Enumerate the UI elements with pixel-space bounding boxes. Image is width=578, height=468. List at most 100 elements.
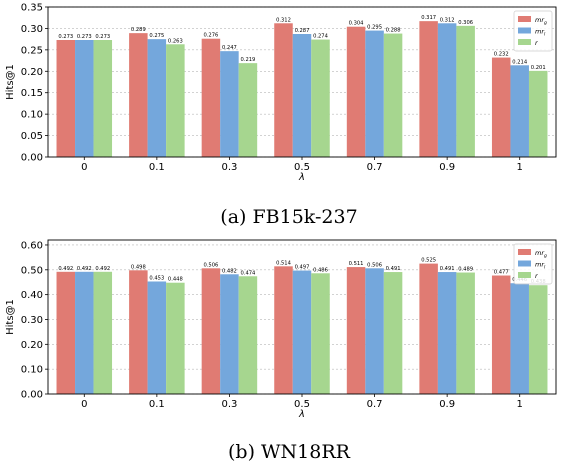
bar-value-label: 0.491 <box>386 266 401 272</box>
legend-swatch <box>518 27 531 34</box>
bar-value-label: 0.448 <box>168 277 183 283</box>
legend-label: r <box>535 39 539 47</box>
x-tick-label: 0.1 <box>149 399 165 410</box>
bar-value-label: 0.275 <box>149 33 164 39</box>
bar-value-label: 0.273 <box>58 34 73 40</box>
bar-value-label: 0.273 <box>95 34 110 40</box>
x-tick-label: 0 <box>81 399 87 410</box>
bar-r <box>383 272 403 394</box>
bar-value-label: 0.312 <box>440 17 455 23</box>
chart-fb15k-237: 0.000.050.100.150.200.250.300.350.273 0.2… <box>5 3 557 183</box>
y-tick-label: 0.50 <box>21 265 43 276</box>
bar-value-label: 0.491 <box>440 266 455 272</box>
x-axis-label: λ <box>298 172 305 183</box>
bar-value-label: 0.514 <box>276 260 292 266</box>
bar-value-label: 0.492 <box>77 266 92 272</box>
x-tick-label: 0.3 <box>221 399 237 410</box>
bar-value-label: 0.263 <box>168 38 183 44</box>
legend-label: mrg <box>535 16 547 26</box>
bar-r <box>238 276 258 394</box>
bar-value-label: 0.295 <box>367 25 382 31</box>
bar-value-label: 0.497 <box>295 265 310 271</box>
bar-value-label: 0.486 <box>313 267 328 273</box>
bar-l <box>75 40 94 157</box>
bar-l <box>292 270 312 394</box>
bar-g <box>419 263 438 394</box>
bar-value-label: 0.482 <box>222 268 237 274</box>
bar-r <box>456 272 475 394</box>
x-tick-label: 0.7 <box>367 399 383 410</box>
bar-value-label: 0.474 <box>241 270 257 276</box>
bar-value-label: 0.214 <box>512 59 528 65</box>
bar-value-label: 0.288 <box>386 28 401 34</box>
bar-value-label: 0.506 <box>203 262 218 268</box>
bar-g <box>419 21 438 158</box>
y-tick-label: 0.10 <box>21 110 43 121</box>
x-tick-label: 1 <box>517 162 523 173</box>
legend-swatch <box>518 39 531 45</box>
bar-value-label: 0.489 <box>458 267 473 273</box>
plot-frame <box>47 6 557 158</box>
bar-r <box>166 44 185 157</box>
plot-frame <box>47 239 557 395</box>
bar-r <box>311 39 330 158</box>
y-axis-label: Hits@1 <box>5 299 16 335</box>
bar-value-label: 0.492 <box>58 266 73 272</box>
bar-r <box>238 63 258 158</box>
x-tick-label: 0.9 <box>439 399 455 410</box>
y-tick-label: 0.10 <box>21 365 43 376</box>
x-tick-label: 0.3 <box>221 162 237 173</box>
bar-g <box>56 40 76 157</box>
bar-value-label: 0.506 <box>367 262 382 268</box>
x-tick-label: 0.5 <box>294 399 310 410</box>
bar-l <box>147 39 167 158</box>
legend-label: mrl <box>535 261 546 271</box>
bar-r <box>528 70 548 157</box>
bar-l <box>75 271 94 394</box>
y-axis-label: Hits@1 <box>5 64 16 100</box>
bar-g <box>201 38 221 157</box>
legend-swatch <box>518 272 531 278</box>
y-tick-label: 0.20 <box>21 340 43 351</box>
bar-l <box>437 272 457 394</box>
bar-g <box>491 275 511 394</box>
x-tick-label: 1 <box>517 399 523 410</box>
bar-value-label: 0.453 <box>149 275 164 281</box>
bar-value-label: 0.247 <box>222 45 237 51</box>
bar-value-label: 0.525 <box>421 258 436 264</box>
bar-g <box>274 23 293 157</box>
bar-r <box>456 25 475 157</box>
bar-value-label: 0.273 <box>77 34 92 40</box>
bar-g <box>346 26 366 158</box>
bar-g <box>491 57 511 158</box>
bar-value-label: 0.312 <box>276 17 291 23</box>
bar-l <box>220 274 239 394</box>
bar-l <box>510 283 529 394</box>
bar-l <box>365 268 384 394</box>
bar-value-label: 0.289 <box>131 27 146 33</box>
bar-value-label: 0.306 <box>458 20 473 26</box>
x-axis-label: λ <box>298 409 305 420</box>
y-tick-label: 0.15 <box>21 88 43 99</box>
bar-g <box>274 266 293 394</box>
y-tick-label: 0.30 <box>21 315 43 326</box>
bar-r <box>166 282 185 394</box>
y-tick-label: 0.05 <box>21 131 43 142</box>
bar-l <box>365 30 384 158</box>
bar-g <box>129 33 148 158</box>
caption-wn18rr: (b) WN18RR <box>228 441 351 463</box>
chart-wn18rr: 0.000.100.200.300.400.500.600.492 0.492 0.… <box>5 239 557 420</box>
x-tick-label: 0.9 <box>439 162 455 173</box>
bar-value-label: 0.477 <box>494 270 509 276</box>
legend-swatch <box>518 16 531 22</box>
y-tick-label: 0.25 <box>21 45 43 56</box>
x-tick-label: 0 <box>81 162 87 173</box>
bar-l <box>292 34 312 157</box>
bar-l <box>220 51 239 158</box>
bar-value-label: 0.232 <box>494 52 509 58</box>
bar-value-label: 0.511 <box>349 261 364 267</box>
bar-value-label: 0.274 <box>313 34 329 40</box>
